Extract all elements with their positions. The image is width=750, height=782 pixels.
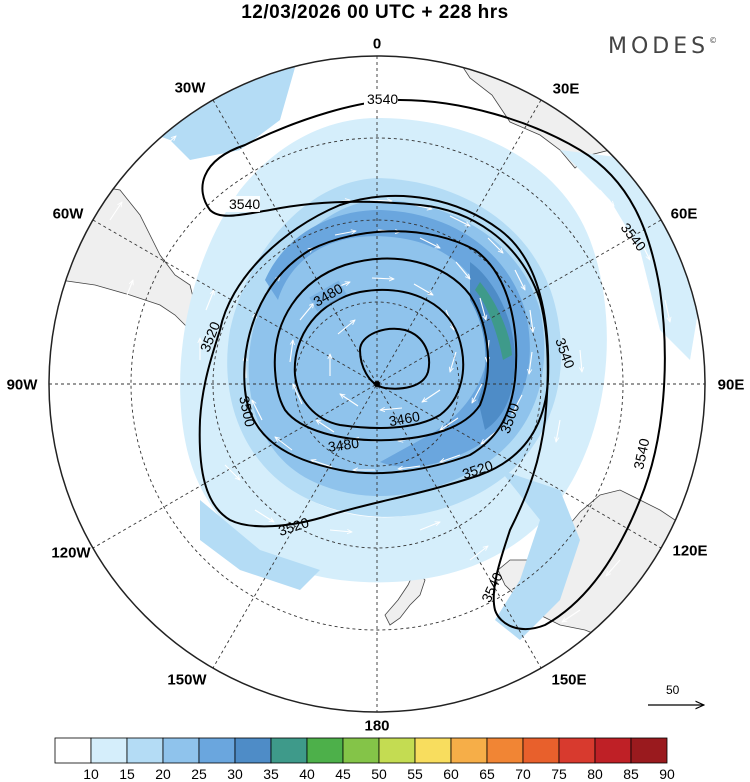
wind-patch-southwest (200, 500, 320, 590)
brand-logo: MODES© (608, 34, 717, 59)
contour-label: 3540 (367, 91, 398, 107)
contour-3460 (293, 288, 465, 429)
lon-label-60w: 60W (52, 205, 84, 223)
colorbar-tick-label: 30 (227, 766, 243, 782)
contour-label: 3540 (229, 196, 260, 212)
wind-speed-shading (60, 56, 700, 640)
graticule (49, 56, 705, 712)
colorbar-swatch (594, 737, 632, 764)
colorbar-swatch (522, 737, 560, 764)
colorbar-tick-label: 15 (119, 766, 135, 782)
colorbar-tick-label: 85 (623, 766, 639, 782)
map-title: 12/03/2026 00 UTC + 228 hrs (241, 2, 509, 23)
colorbar-tick-label: 55 (407, 766, 423, 782)
height-contours (198, 98, 666, 630)
contour-label: 3500 (236, 394, 258, 428)
colorbar-swatch (234, 737, 272, 764)
lon-label-150w: 150W (167, 671, 207, 689)
colorbar-tick-label: 35 (263, 766, 279, 782)
colorbar-swatch (306, 737, 344, 764)
pole-marker (374, 381, 380, 387)
colorbar-tick-label: 75 (551, 766, 567, 782)
colorbar-swatch (162, 737, 200, 764)
map-disk: 3540 3540 3540 3540 3540 3540 3520 3520 … (49, 56, 705, 712)
contour-3480 (273, 257, 489, 442)
colorbar (54, 737, 668, 764)
colorbar-tick-label: 45 (335, 766, 351, 782)
lon-label-90w: 90W (6, 376, 38, 394)
colorbar-swatch (450, 737, 488, 764)
contour-label: 3480 (327, 435, 360, 455)
colorbar-tick-label: 80 (587, 766, 603, 782)
lon-label-150e: 150E (551, 671, 587, 689)
colorbar-swatch (54, 737, 92, 764)
wind-patch-southeast (495, 470, 580, 640)
reference-vector-label: 50 (666, 683, 680, 697)
brand-name: MODES (608, 34, 710, 59)
lon-label-60e: 60E (670, 205, 698, 223)
lon-label-120e: 120E (672, 542, 708, 560)
colorbar-swatch (486, 737, 524, 764)
colorbar-tick-label: 60 (443, 766, 459, 782)
colorbar-tick-label: 65 (479, 766, 495, 782)
map-border (48, 55, 706, 713)
lon-label-120w: 120W (51, 544, 91, 562)
colorbar-swatch (630, 737, 668, 764)
lon-label-90e: 90E (717, 376, 745, 394)
contour-label: 3540 (630, 437, 652, 471)
new-zealand-land (384, 569, 426, 626)
colorbar-tick-label: 40 (299, 766, 315, 782)
colorbar-swatch (342, 737, 380, 764)
lon-label-30w: 30W (174, 79, 206, 97)
contour-3520 (198, 194, 550, 528)
contour-3500 (243, 230, 518, 475)
colorbar-tick-label: 50 (371, 766, 387, 782)
colorbar-tick-label: 70 (515, 766, 531, 782)
contour-3540 (201, 98, 666, 630)
colorbar-tick-label: 10 (83, 766, 99, 782)
contour-3440 (358, 327, 430, 390)
colorbar-tick-label: 20 (155, 766, 171, 782)
copyright-mark: © (709, 36, 718, 45)
lon-label-0: 0 (372, 35, 382, 53)
contour-label: 3460 (388, 408, 422, 429)
colorbar-swatch (90, 737, 128, 764)
colorbar-tick-label: 25 (191, 766, 207, 782)
colorbar-tick-label: 90 (659, 766, 675, 782)
colorbar-swatch (378, 737, 416, 764)
wind-band-40 (475, 282, 512, 360)
colorbar-swatch (414, 737, 452, 764)
colorbar-swatch (126, 737, 164, 764)
colorbar-swatch (198, 737, 236, 764)
colorbar-swatch (270, 737, 308, 764)
lon-label-180: 180 (364, 717, 390, 735)
lon-label-30e: 30E (552, 80, 580, 98)
colorbar-swatch (558, 737, 596, 764)
